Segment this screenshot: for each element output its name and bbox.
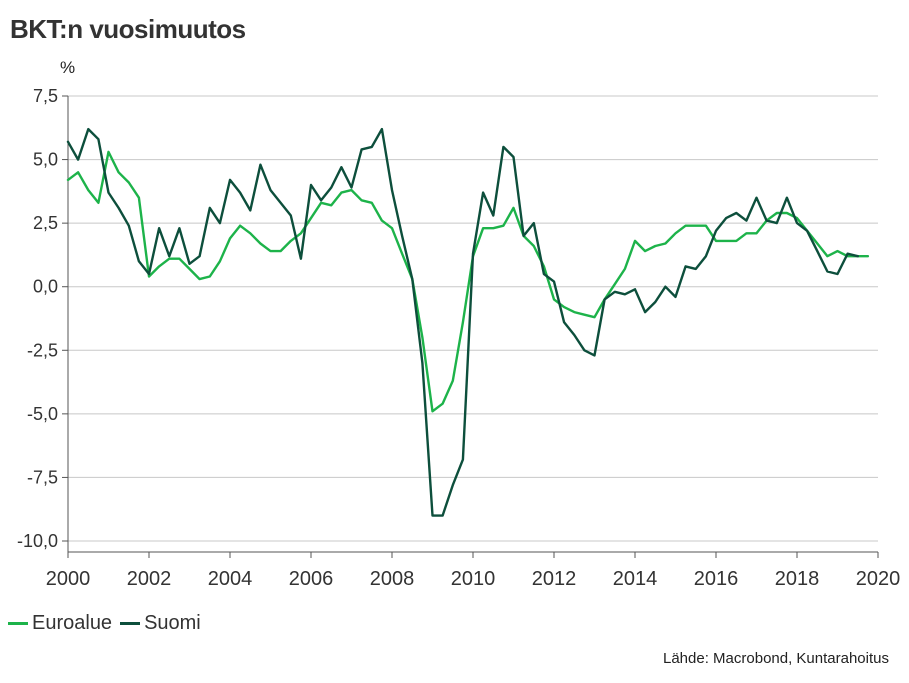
x-tick-label: 2002 [127, 568, 172, 590]
y-tick-label: -2,5 [27, 340, 58, 360]
legend-item-suomi: Suomi [120, 612, 201, 635]
x-tick-label: 2012 [532, 568, 577, 590]
legend-label-euroalue: Euroalue [32, 612, 113, 634]
legend-swatch-euroalue [8, 622, 28, 625]
legend: Euroalue Suomi [8, 612, 209, 635]
x-tick-label: 2006 [289, 568, 334, 590]
series-line-suomi [66, 127, 859, 517]
x-tick-label: 2000 [46, 568, 91, 590]
x-tick-label: 2004 [208, 568, 253, 590]
y-tick-label: -5,0 [27, 404, 58, 424]
legend-swatch-suomi [120, 622, 141, 625]
x-tick-label: 2016 [694, 568, 739, 590]
source-note: Lähde: Macrobond, Kuntarahoitus [663, 650, 889, 667]
series-line-euroalue [66, 150, 870, 413]
x-tick-label: 2010 [451, 568, 496, 590]
y-tick-label: 7,5 [33, 86, 58, 106]
y-tick-label: 0,0 [33, 277, 58, 297]
x-tick-label: 2008 [370, 568, 415, 590]
x-tick-label: 2020 [856, 568, 901, 590]
y-axis-unit: % [60, 58, 76, 77]
y-tick-label: -7,5 [27, 467, 58, 487]
x-tick-label: 2014 [613, 568, 658, 590]
y-tick-label: -10,0 [17, 531, 58, 551]
legend-label-suomi: Suomi [144, 612, 201, 634]
y-tick-label: 2,5 [33, 213, 58, 233]
legend-item-euroalue: Euroalue [8, 612, 112, 635]
x-tick-label: 2018 [775, 568, 820, 590]
y-tick-label: 5,0 [33, 150, 58, 170]
chart-title: BKT:n vuosimuutos [10, 14, 246, 44]
